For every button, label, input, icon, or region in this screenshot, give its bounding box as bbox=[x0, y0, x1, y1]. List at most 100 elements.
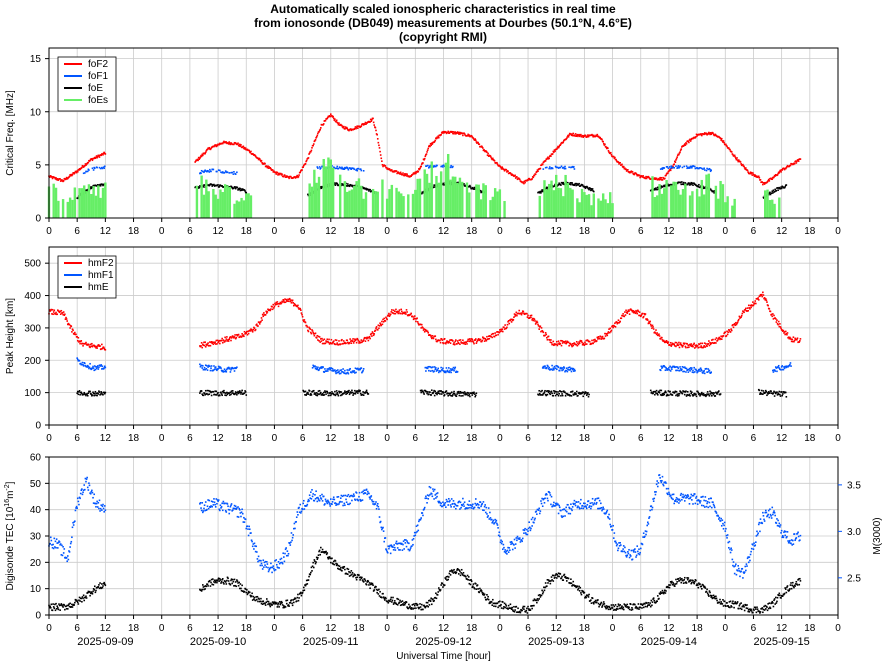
data-point bbox=[791, 339, 793, 341]
data-point bbox=[740, 316, 742, 318]
foes-bar bbox=[325, 166, 327, 218]
data-point bbox=[206, 586, 208, 588]
data-point bbox=[331, 339, 333, 341]
data-point bbox=[376, 326, 378, 328]
foes-bar bbox=[459, 178, 461, 218]
data-point bbox=[308, 393, 310, 395]
foes-bar bbox=[764, 190, 766, 218]
data-point bbox=[550, 393, 552, 395]
data-point bbox=[721, 338, 723, 340]
data-point bbox=[480, 339, 482, 341]
data-point bbox=[688, 142, 690, 144]
foes-bar bbox=[691, 191, 693, 218]
data-point bbox=[747, 310, 749, 312]
data-point bbox=[549, 166, 551, 168]
data-point bbox=[670, 370, 672, 372]
data-point bbox=[320, 392, 322, 394]
data-point bbox=[96, 347, 98, 349]
data-point bbox=[652, 393, 654, 395]
data-point bbox=[573, 166, 575, 168]
foes-bar bbox=[679, 195, 681, 218]
data-point bbox=[337, 369, 339, 371]
data-point bbox=[315, 561, 317, 563]
data-point bbox=[456, 395, 458, 397]
data-point bbox=[390, 313, 392, 315]
data-point bbox=[216, 582, 218, 584]
data-point bbox=[211, 365, 213, 367]
data-point bbox=[527, 315, 529, 317]
data-point bbox=[238, 585, 240, 587]
data-point bbox=[64, 313, 66, 315]
data-point bbox=[543, 367, 545, 369]
data-point bbox=[267, 311, 269, 313]
data-point bbox=[355, 574, 357, 576]
data-point bbox=[372, 118, 374, 120]
x-tick-label: 18 bbox=[692, 226, 704, 237]
data-point bbox=[558, 340, 560, 342]
data-point bbox=[317, 366, 319, 368]
data-point bbox=[256, 323, 258, 325]
data-point bbox=[452, 166, 454, 168]
foes-bar bbox=[233, 204, 235, 218]
data-point bbox=[558, 395, 560, 397]
data-point bbox=[521, 314, 523, 316]
data-point bbox=[363, 339, 365, 341]
data-point bbox=[328, 339, 330, 341]
data-point bbox=[347, 183, 349, 185]
data-point bbox=[261, 160, 263, 162]
data-point bbox=[79, 394, 81, 396]
data-point bbox=[564, 166, 566, 168]
data-point bbox=[319, 129, 321, 131]
data-point bbox=[99, 345, 101, 347]
foes-bar bbox=[564, 175, 566, 218]
data-point bbox=[447, 395, 449, 397]
data-point bbox=[105, 367, 107, 369]
data-point bbox=[329, 369, 331, 371]
data-point bbox=[593, 191, 595, 193]
foes-bar bbox=[236, 200, 238, 218]
data-point bbox=[59, 609, 61, 611]
data-point bbox=[678, 395, 680, 397]
x-tick-label: 6 bbox=[413, 433, 419, 444]
data-point bbox=[252, 331, 254, 333]
foes-bar bbox=[492, 197, 494, 218]
data-point bbox=[235, 581, 237, 583]
data-point bbox=[560, 343, 562, 345]
data-point bbox=[201, 347, 203, 349]
data-point bbox=[56, 313, 58, 315]
data-point bbox=[327, 392, 329, 394]
data-point bbox=[493, 333, 495, 335]
data-point bbox=[313, 567, 315, 569]
data-point bbox=[105, 584, 107, 586]
data-point bbox=[324, 338, 326, 340]
data-point bbox=[368, 340, 370, 342]
data-point bbox=[762, 184, 764, 186]
data-point bbox=[363, 394, 365, 396]
data-point bbox=[201, 342, 203, 344]
foes-bar bbox=[438, 183, 440, 218]
data-point bbox=[797, 337, 799, 339]
data-point bbox=[642, 313, 644, 315]
data-point bbox=[759, 177, 761, 179]
data-point bbox=[321, 340, 323, 342]
data-point bbox=[378, 589, 380, 591]
data-point bbox=[683, 166, 685, 168]
foes-bar bbox=[200, 176, 202, 218]
foes-bar bbox=[88, 184, 90, 218]
data-point bbox=[787, 332, 789, 334]
data-point bbox=[95, 590, 97, 592]
data-point bbox=[211, 395, 213, 397]
data-point bbox=[710, 393, 712, 395]
data-point bbox=[547, 339, 549, 341]
x-tick-label: 18 bbox=[466, 226, 478, 237]
data-point bbox=[251, 595, 253, 597]
data-point bbox=[771, 316, 773, 318]
data-point bbox=[245, 394, 247, 396]
data-point bbox=[89, 391, 91, 393]
data-point bbox=[584, 342, 586, 344]
data-point bbox=[53, 309, 55, 311]
data-point bbox=[101, 392, 103, 394]
data-point bbox=[359, 390, 361, 392]
